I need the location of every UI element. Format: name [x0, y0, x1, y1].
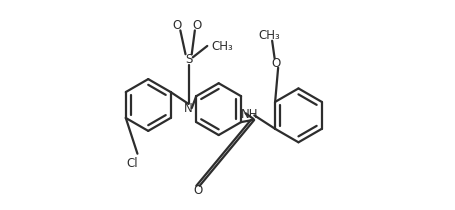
Text: Cl: Cl: [126, 156, 138, 169]
Text: O: O: [193, 185, 202, 197]
Text: CH₃: CH₃: [211, 41, 233, 54]
Text: NH: NH: [241, 108, 258, 121]
Text: O: O: [270, 57, 280, 70]
Text: N: N: [184, 102, 192, 115]
Text: O: O: [192, 19, 201, 32]
Text: CH₃: CH₃: [258, 29, 279, 42]
Text: S: S: [185, 53, 192, 66]
Text: O: O: [172, 19, 182, 32]
